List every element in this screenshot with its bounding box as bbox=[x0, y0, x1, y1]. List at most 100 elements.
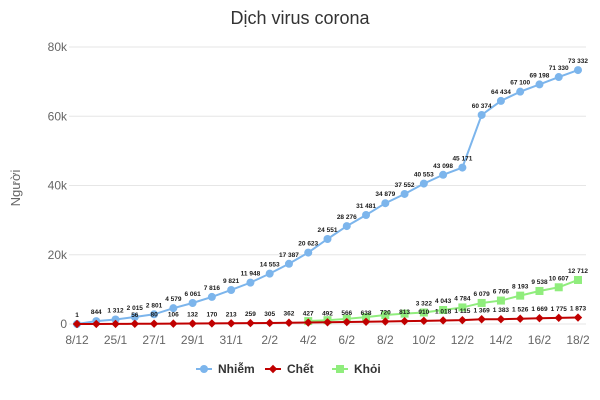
data-label: 1 018 bbox=[435, 308, 452, 315]
y-tick-label: 0 bbox=[60, 317, 67, 331]
data-label: 566 bbox=[341, 310, 352, 317]
data-point bbox=[342, 317, 351, 327]
data-point bbox=[130, 319, 140, 329]
data-point bbox=[554, 73, 563, 82]
data-point bbox=[246, 278, 255, 287]
data-point bbox=[477, 315, 486, 324]
data-label: 64 434 bbox=[491, 89, 511, 96]
data-point bbox=[304, 318, 313, 327]
data-label: 132 bbox=[187, 312, 198, 319]
data-point bbox=[381, 310, 390, 319]
data-point bbox=[265, 269, 274, 278]
x-tick-label: 8/12 bbox=[65, 333, 89, 347]
data-point bbox=[362, 313, 371, 322]
data-point bbox=[496, 296, 505, 305]
data-point bbox=[496, 96, 505, 105]
y-tick-label: 40k bbox=[48, 179, 68, 193]
series-group bbox=[72, 66, 583, 329]
data-label: 362 bbox=[284, 311, 295, 318]
data-point bbox=[573, 313, 583, 322]
data-point bbox=[419, 179, 428, 188]
data-point bbox=[169, 304, 178, 313]
data-label: 73 332 bbox=[568, 58, 588, 65]
data-point bbox=[381, 317, 390, 326]
data-label: 37 552 bbox=[395, 182, 415, 189]
data-label: 11 948 bbox=[241, 271, 261, 278]
legend[interactable]: Nhiễm Chết Khỏi bbox=[196, 361, 381, 376]
data-label: 6 079 bbox=[474, 291, 491, 298]
x-tick-label: 27/1 bbox=[142, 333, 166, 347]
data-label: 8 193 bbox=[512, 284, 529, 291]
data-point bbox=[535, 80, 544, 89]
data-label: 9 821 bbox=[223, 278, 240, 285]
data-label: 6 766 bbox=[493, 289, 510, 296]
y-tick-label: 20k bbox=[48, 248, 68, 262]
data-point bbox=[150, 310, 159, 319]
data-label: 1 775 bbox=[551, 306, 568, 313]
data-point bbox=[207, 319, 217, 328]
data-point bbox=[516, 291, 525, 300]
data-point bbox=[419, 308, 428, 317]
data-point bbox=[439, 170, 448, 179]
data-label: 4 579 bbox=[165, 296, 182, 303]
legend-item[interactable]: Chết bbox=[265, 362, 314, 376]
data-label: 6 061 bbox=[184, 291, 201, 298]
legend-label: Khỏi bbox=[354, 362, 381, 376]
data-point bbox=[496, 315, 506, 324]
data-point bbox=[149, 319, 159, 328]
y-tick-label: 60k bbox=[48, 109, 68, 123]
legend-item[interactable]: Nhiễm bbox=[196, 361, 255, 376]
data-point bbox=[284, 259, 293, 268]
data-label: 305 bbox=[264, 311, 275, 318]
series-line bbox=[76, 69, 579, 325]
x-tick-label: 29/1 bbox=[181, 333, 205, 347]
legend-item[interactable]: Khỏi bbox=[332, 362, 381, 376]
legend-marker bbox=[200, 365, 208, 373]
x-tick-label: 4/2 bbox=[300, 333, 317, 347]
data-point bbox=[554, 313, 563, 323]
data-label: 17 387 bbox=[279, 252, 299, 259]
x-tick-label: 10/2 bbox=[412, 333, 436, 347]
data-point bbox=[400, 316, 409, 326]
data-point bbox=[535, 286, 544, 295]
x-tick-label: 8/2 bbox=[377, 333, 394, 347]
data-label: 170 bbox=[206, 311, 217, 318]
legend-marker bbox=[336, 365, 344, 373]
data-point bbox=[72, 319, 82, 329]
data-point bbox=[458, 303, 467, 312]
x-axis-ticks: 8/12 25/1 27/1 29/1 31/1 2/2 4/2 6/2 8/2 10/2 12/2… bbox=[65, 333, 590, 347]
data-point bbox=[284, 318, 294, 327]
data-label: 80 bbox=[150, 312, 158, 319]
x-tick-label: 2/2 bbox=[261, 333, 278, 347]
data-point bbox=[574, 66, 582, 75]
x-tick-label: 18/2 bbox=[566, 333, 590, 347]
data-point bbox=[458, 315, 467, 325]
legend-label: Chết bbox=[287, 362, 314, 376]
data-point bbox=[516, 87, 525, 96]
x-tick-label: 25/1 bbox=[104, 333, 128, 347]
data-point bbox=[574, 275, 582, 284]
data-label: 1 873 bbox=[570, 306, 587, 313]
x-tick-label: 31/1 bbox=[219, 333, 243, 347]
data-label: 4 784 bbox=[454, 295, 471, 302]
data-label: 56 bbox=[131, 312, 139, 319]
data-label: 7 816 bbox=[204, 285, 221, 292]
data-point bbox=[130, 313, 139, 322]
data-point bbox=[381, 199, 390, 208]
data-point bbox=[362, 210, 371, 219]
data-point bbox=[111, 319, 120, 329]
data-point bbox=[515, 314, 525, 323]
data-label: 4 043 bbox=[435, 298, 452, 305]
data-label: 20 623 bbox=[298, 241, 318, 248]
legend-marker bbox=[268, 364, 278, 374]
data-label: 31 481 bbox=[356, 203, 376, 210]
data-point bbox=[246, 318, 255, 328]
data-label: 813 bbox=[399, 309, 410, 316]
data-label: 60 374 bbox=[472, 103, 492, 110]
data-point bbox=[188, 319, 197, 328]
data-point bbox=[361, 317, 371, 326]
series-0 bbox=[73, 66, 582, 328]
data-point bbox=[226, 319, 236, 328]
